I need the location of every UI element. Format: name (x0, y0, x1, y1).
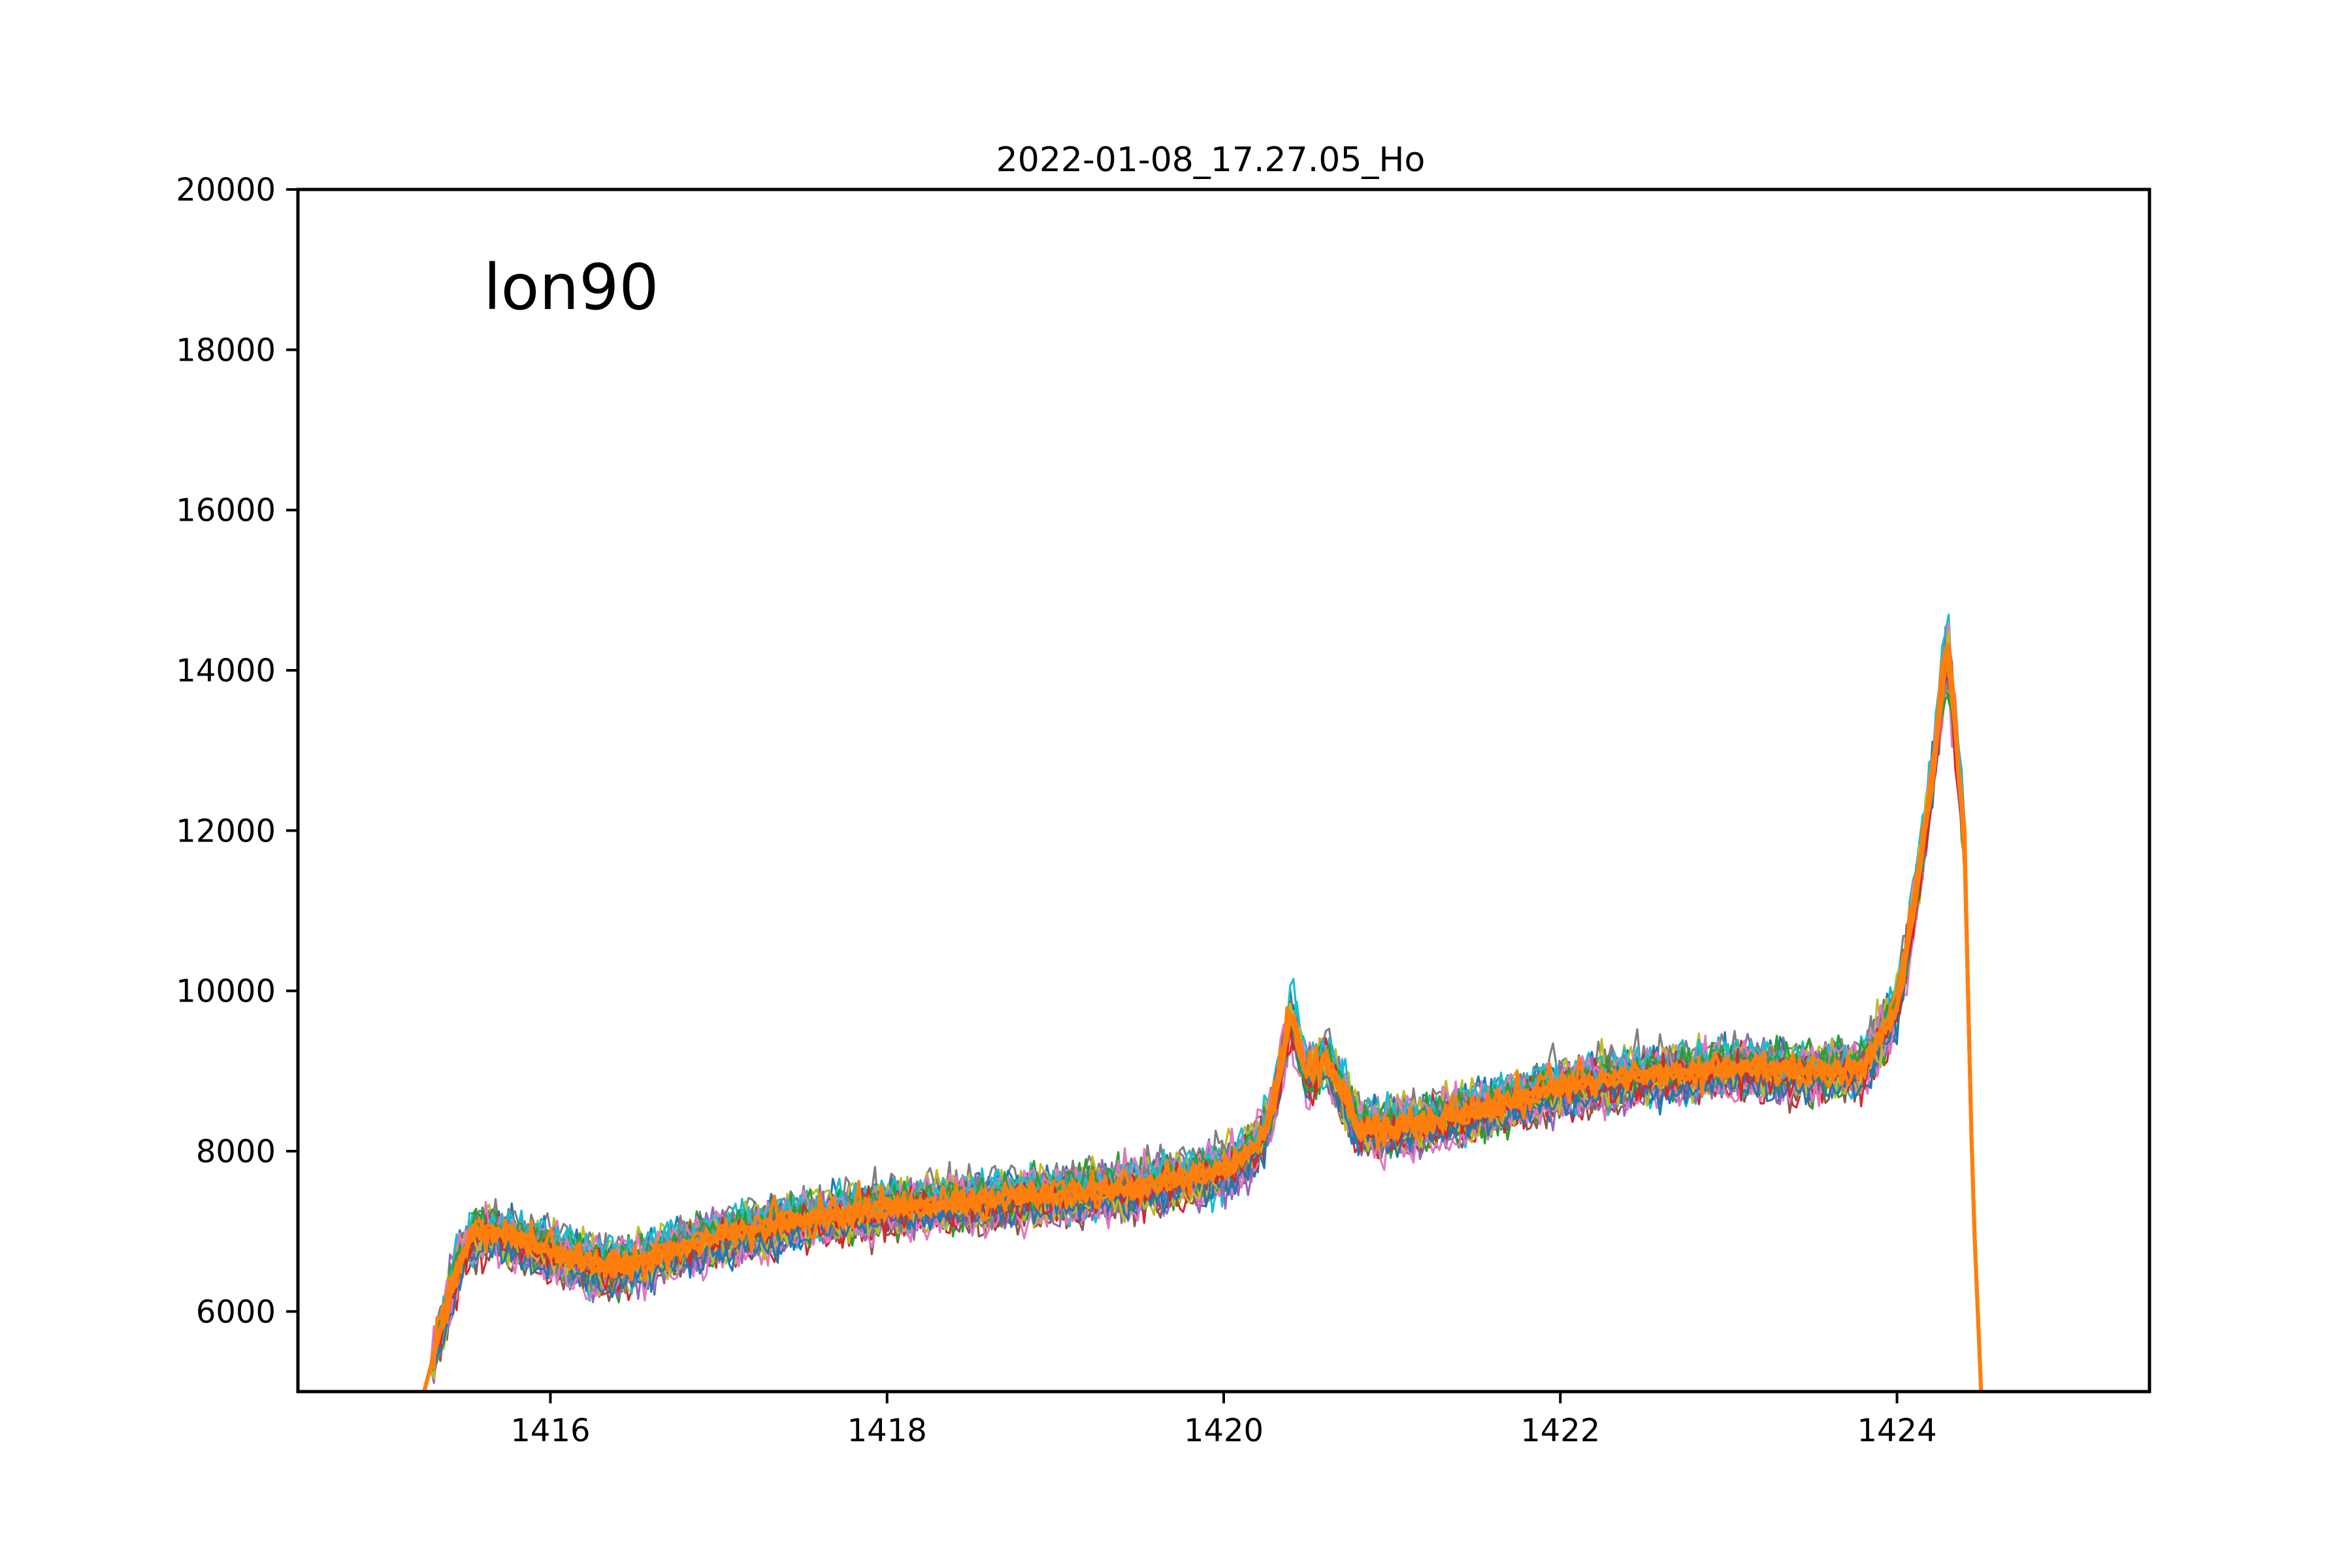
x-tick-label: 1420 (1184, 1413, 1264, 1449)
series-line-3 (423, 655, 1982, 1392)
series-line-10 (423, 643, 1982, 1392)
x-tick-label: 1418 (847, 1413, 927, 1449)
series-line-23 (423, 639, 1982, 1392)
axes-layer: 1416 1418 1420 1422 1424 6000 8000 10000 12000 14… (176, 172, 2151, 1449)
series-line-8 (423, 664, 1982, 1392)
annotation-label: lon90 (483, 251, 659, 324)
y-tick-label: 16000 (176, 493, 276, 529)
series-line-11 (423, 646, 1982, 1392)
series-line-15 (423, 655, 1982, 1392)
series-line-2 (423, 659, 1982, 1392)
plot-frame (296, 188, 2151, 1394)
series-line-25 (423, 657, 1982, 1392)
series-line-9 (423, 657, 1982, 1392)
series-line-22 (423, 665, 1982, 1392)
x-tick-label: 1416 (510, 1413, 590, 1449)
series-line-13 (423, 645, 1982, 1392)
y-tick-label: 20000 (176, 172, 276, 208)
series-line-39 (423, 649, 1982, 1392)
series-line-36 (423, 645, 1982, 1392)
y-tick-label: 10000 (176, 973, 276, 1010)
series-line-40 (422, 642, 1983, 1392)
x-tick-label: 1422 (1520, 1413, 1600, 1449)
y-tick-label: 8000 (196, 1134, 276, 1170)
series-line-mean-1 (422, 649, 1984, 1392)
y-tick-label: 14000 (176, 653, 276, 689)
series-line-mean-2 (422, 657, 1984, 1392)
series-line-mean-3 (422, 652, 1984, 1392)
series-line-1 (423, 648, 1982, 1392)
series-line-4 (423, 647, 1982, 1392)
y-tick-label: 6000 (196, 1294, 276, 1330)
series-line-17 (423, 643, 1982, 1392)
series-line-34 (423, 640, 1982, 1392)
series-line-5 (423, 658, 1982, 1392)
chart-title: 2022-01-08_17.27.05_Ho (996, 140, 1426, 180)
series-line-26 (423, 667, 1982, 1392)
series-line-18 (423, 639, 1982, 1392)
y-tick-label: 12000 (176, 813, 276, 849)
x-tick-label: 1424 (1857, 1413, 1936, 1449)
series-line-38 (423, 694, 1982, 1392)
series-layer (422, 613, 1984, 1392)
y-tick-label: 18000 (176, 332, 276, 368)
series-line-12 (423, 660, 1982, 1392)
